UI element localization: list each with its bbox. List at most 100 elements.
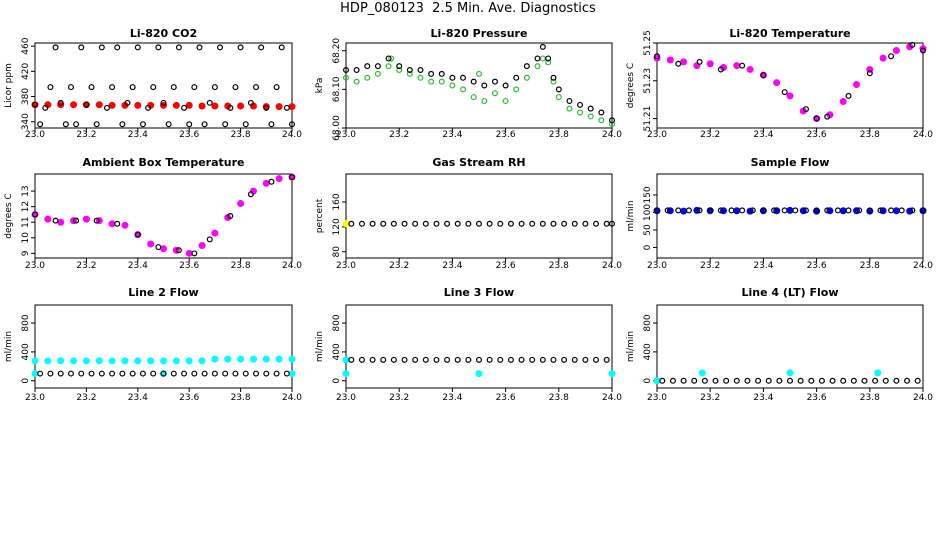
x-tick-label: 24.0 bbox=[282, 261, 302, 271]
x-tick-label: 24.0 bbox=[282, 130, 302, 140]
data-point bbox=[342, 356, 350, 364]
data-point bbox=[539, 356, 546, 363]
data-point bbox=[237, 102, 245, 110]
data-point bbox=[659, 377, 666, 384]
data-point bbox=[103, 104, 110, 111]
data-point bbox=[422, 220, 429, 227]
y-tick-label: 9 bbox=[21, 250, 31, 256]
data-point bbox=[401, 220, 408, 227]
data-point bbox=[211, 355, 219, 363]
data-point bbox=[701, 377, 708, 384]
data-point bbox=[696, 58, 703, 65]
data-point bbox=[728, 207, 735, 214]
data-point bbox=[919, 47, 926, 54]
data-point bbox=[850, 377, 857, 384]
data-point bbox=[712, 377, 719, 384]
data-point bbox=[273, 370, 280, 377]
data-point bbox=[476, 356, 483, 363]
data-point bbox=[888, 207, 895, 214]
data-point bbox=[872, 377, 879, 384]
data-point bbox=[422, 356, 429, 363]
data-point bbox=[545, 55, 552, 62]
data-point bbox=[78, 44, 85, 51]
data-point bbox=[765, 377, 772, 384]
panel-9: Line 4 (LT) Flow 23.0 23.2 23.4 23.6 23.8 24.0… bbox=[626, 286, 933, 403]
data-point bbox=[744, 377, 751, 384]
data-point bbox=[364, 63, 371, 70]
data-point bbox=[134, 44, 141, 51]
data-point bbox=[723, 377, 730, 384]
data-point bbox=[289, 174, 296, 181]
y-axis-label: ml/min bbox=[626, 331, 636, 362]
x-tick-label: 23.4 bbox=[128, 130, 148, 140]
data-point bbox=[88, 370, 95, 377]
data-point bbox=[145, 104, 152, 111]
data-point bbox=[893, 377, 900, 384]
plot-frame bbox=[34, 42, 293, 129]
panel-7: Line 2 Flow 23.0 23.2 23.4 23.6 23.8 24.0 0 400 8… bbox=[4, 286, 302, 403]
data-point bbox=[401, 356, 408, 363]
data-point bbox=[262, 103, 270, 111]
data-point bbox=[232, 370, 239, 377]
data-point bbox=[358, 220, 365, 227]
data-point bbox=[374, 63, 381, 70]
data-point bbox=[717, 207, 724, 214]
data-point bbox=[380, 356, 387, 363]
data-point bbox=[909, 41, 916, 48]
data-point bbox=[388, 55, 395, 62]
data-point bbox=[108, 101, 116, 109]
data-point bbox=[406, 70, 413, 77]
data-point bbox=[513, 74, 520, 81]
data-point bbox=[186, 121, 193, 128]
data-point bbox=[147, 240, 155, 248]
panel-title: Line 3 Flow bbox=[444, 286, 514, 299]
data-point bbox=[358, 356, 365, 363]
data-point bbox=[808, 377, 815, 384]
x-tick-label: 24.0 bbox=[602, 130, 622, 140]
data-point bbox=[879, 54, 887, 62]
data-point bbox=[577, 101, 584, 108]
y-tick-label: 0 bbox=[332, 378, 342, 384]
x-tick-label: 23.0 bbox=[25, 130, 45, 140]
x-tick-label: 23.0 bbox=[647, 130, 667, 140]
panel-1: Li-820 CO2 23.0 23.2 23.4 23.6 23.8 24.0 340 380… bbox=[4, 27, 302, 140]
x-tick-label: 23.8 bbox=[549, 261, 569, 271]
data-point bbox=[242, 121, 249, 128]
data-point bbox=[211, 102, 219, 110]
data-point bbox=[481, 97, 488, 104]
data-point bbox=[222, 370, 229, 377]
data-point bbox=[428, 78, 435, 85]
panel-title: Ambient Box Temperature bbox=[83, 156, 245, 169]
data-point bbox=[198, 357, 206, 365]
x-tick-label: 23.8 bbox=[231, 261, 251, 271]
data-point bbox=[680, 207, 688, 215]
data-point bbox=[160, 357, 167, 365]
x-tick-label: 23.8 bbox=[860, 130, 880, 140]
data-point bbox=[555, 94, 562, 101]
data-point bbox=[406, 67, 413, 74]
data-point bbox=[57, 370, 64, 377]
x-tick-label: 23.2 bbox=[76, 130, 96, 140]
data-point bbox=[444, 220, 451, 227]
data-point bbox=[582, 356, 589, 363]
data-point bbox=[449, 74, 456, 81]
data-point bbox=[160, 99, 167, 106]
data-point bbox=[888, 53, 895, 60]
data-point bbox=[129, 370, 136, 377]
panel-2: Li-820 Pressure 23.0 23.2 23.4 23.6 23.8 24.0 6… bbox=[315, 27, 622, 141]
data-point bbox=[603, 356, 610, 363]
data-point bbox=[717, 66, 724, 73]
data-point bbox=[675, 207, 682, 214]
panel-5: Gas Stream RH 23.0 23.2 23.4 23.6 23.8 24.0 80 1… bbox=[315, 156, 622, 271]
data-point bbox=[813, 207, 820, 214]
data-point bbox=[232, 84, 239, 91]
data-point bbox=[587, 105, 594, 112]
data-point bbox=[491, 90, 498, 97]
data-point bbox=[150, 84, 157, 91]
data-point bbox=[70, 101, 78, 109]
x-tick-label: 23.6 bbox=[179, 130, 199, 140]
data-point bbox=[412, 220, 419, 227]
data-point bbox=[577, 109, 584, 116]
plot-frame bbox=[656, 173, 924, 259]
data-point bbox=[263, 104, 270, 111]
